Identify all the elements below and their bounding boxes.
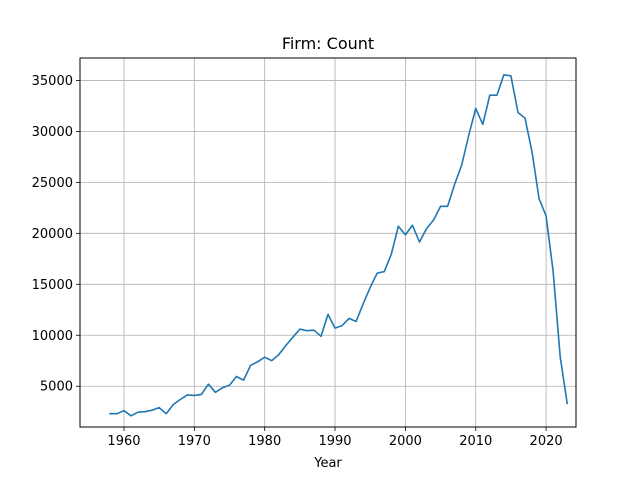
plot-frame [79, 57, 577, 428]
x-tick-label: 1960 [107, 434, 140, 449]
x-tick-label: 1980 [248, 434, 281, 449]
x-tick-label: 2000 [389, 434, 422, 449]
y-tick-label: 15000 [32, 278, 73, 293]
y-tick-label: 5000 [40, 380, 73, 395]
x-tick-label: 2010 [459, 434, 492, 449]
series-layer [109, 74, 569, 417]
x-tick-label: 1990 [318, 434, 351, 449]
y-tick-label: 35000 [32, 74, 73, 89]
y-tick-label: 10000 [32, 329, 73, 344]
chart-title: Firm: Count [282, 34, 374, 53]
x-tick-label: 1970 [178, 434, 211, 449]
y-tick-label: 30000 [32, 125, 73, 140]
x-tick-label: 2020 [530, 434, 563, 449]
x-axis-label: Year [313, 456, 342, 471]
y-tick-label: 25000 [32, 176, 73, 191]
axis-ticks: 1960 1970 1980 1990 2000 2010 2020 5000 10000 150… [32, 74, 563, 449]
y-tick-label: 20000 [32, 227, 73, 242]
series-line [109, 74, 569, 417]
grid-lines [80, 58, 576, 427]
